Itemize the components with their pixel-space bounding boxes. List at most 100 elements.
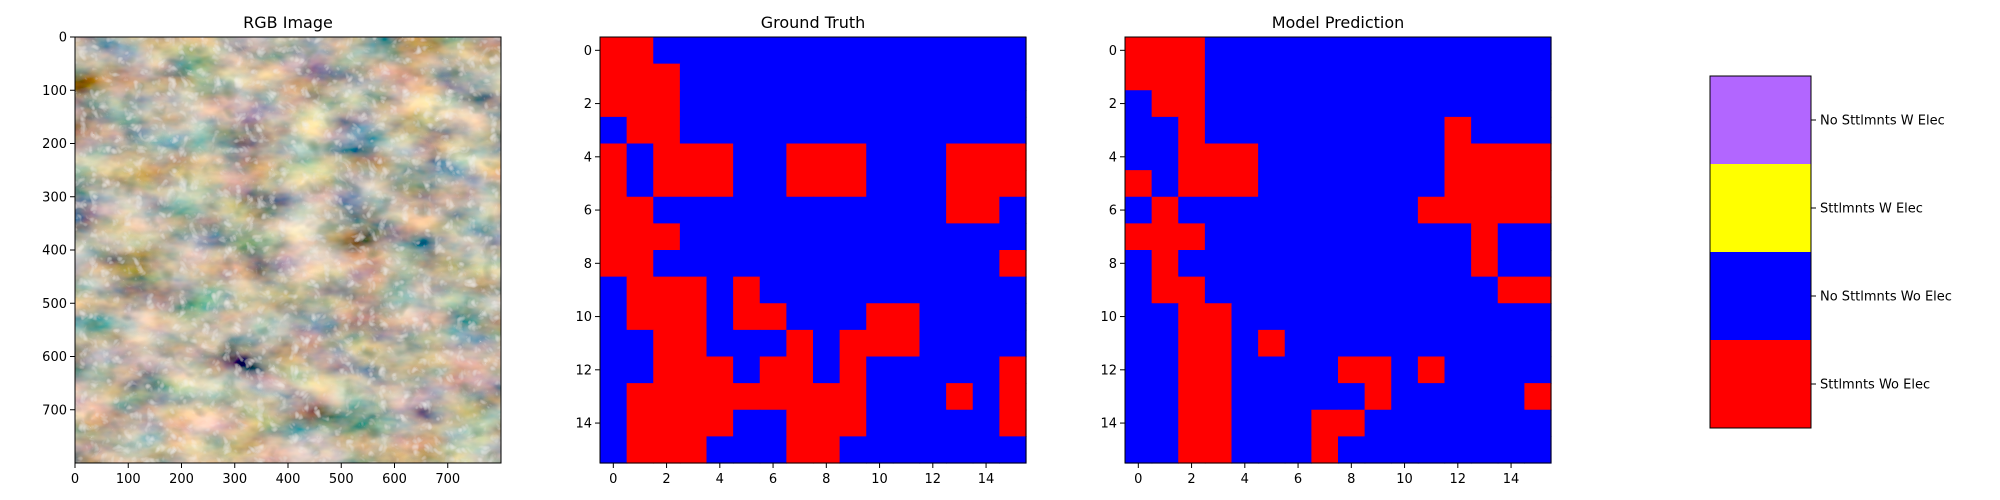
grid-cell <box>1204 90 1233 118</box>
grid-cell <box>1364 116 1392 145</box>
x-tick-label: 100 <box>116 472 141 487</box>
grid-cell <box>1417 383 1446 411</box>
grid-cell <box>706 383 734 411</box>
grid-cell <box>839 143 867 171</box>
y-tick-label: 14 <box>1100 417 1117 432</box>
grid-cell <box>1444 116 1472 145</box>
grid-cell <box>759 250 787 278</box>
grid-cell <box>679 63 708 91</box>
grid-cell <box>1311 250 1339 278</box>
grid-cell <box>1524 63 1552 91</box>
grid-cell <box>999 383 1027 411</box>
grid-cell <box>1338 409 1366 437</box>
grid-cell <box>813 223 841 251</box>
grid-cell <box>1231 303 1259 331</box>
grid-cell <box>1417 250 1446 278</box>
grid-cell <box>919 276 947 304</box>
grid-cell <box>1391 116 1419 145</box>
grid-cell <box>679 90 708 118</box>
grid-cell <box>839 303 867 331</box>
grid-cell <box>1524 436 1552 464</box>
legend-label: Sttlmnts Wo Elec <box>1820 378 1930 393</box>
grid-cell <box>1524 170 1552 198</box>
grid-cell <box>892 196 921 224</box>
grid-cell <box>839 436 867 464</box>
grid-cell <box>1391 223 1419 251</box>
grid-cell <box>1391 276 1419 304</box>
x-tick-label: 0 <box>1134 472 1142 487</box>
grid-cell <box>1364 90 1392 118</box>
grid-cell <box>1444 276 1472 304</box>
grid-cell <box>1231 116 1259 145</box>
legend-label: No Sttlmnts Wo Elec <box>1820 290 1952 305</box>
grid-cell <box>759 436 787 464</box>
grid-cell <box>946 116 974 145</box>
grid-cell <box>1284 37 1312 65</box>
grid-cell <box>919 409 947 437</box>
grid-cell <box>1338 303 1366 331</box>
y-tick-label: 10 <box>575 310 592 325</box>
grid-cell <box>626 116 654 145</box>
grid-cell <box>919 116 947 145</box>
grid-cell <box>839 250 867 278</box>
grid-cell <box>1471 223 1499 251</box>
x-tick-label: 10 <box>871 472 888 487</box>
grid-cell <box>706 436 734 464</box>
grid-cell <box>813 383 841 411</box>
grid-cell <box>1151 196 1179 224</box>
grid-cell <box>600 329 628 358</box>
grid-cell <box>866 356 894 384</box>
grid-cell <box>1258 436 1286 464</box>
grid-cell <box>839 409 867 437</box>
grid-cell <box>999 90 1027 118</box>
grid-cell <box>813 409 841 437</box>
grid-cell <box>892 250 921 278</box>
satellite-image <box>75 37 501 463</box>
grid-cell <box>839 90 867 118</box>
y-tick-label: 0 <box>59 31 67 46</box>
grid-cell <box>1524 90 1552 118</box>
grid-cell <box>1524 383 1552 411</box>
y-tick-label: 8 <box>584 257 592 272</box>
grid-cell <box>866 116 894 145</box>
grid-cell <box>1125 116 1153 145</box>
grid-cell <box>946 276 974 304</box>
grid-cell <box>1364 356 1392 384</box>
grid-cell <box>1417 170 1446 198</box>
grid-cell <box>759 383 787 411</box>
grid-cell <box>1178 223 1206 251</box>
grid-cell <box>866 90 894 118</box>
grid-cell <box>626 383 654 411</box>
grid-cell <box>1204 143 1233 171</box>
grid-cell <box>679 250 708 278</box>
grid-cell <box>1417 143 1446 171</box>
grid-cell <box>1284 116 1312 145</box>
grid-cell <box>679 276 708 304</box>
y-tick-label: 100 <box>42 84 67 99</box>
y-tick-label: 12 <box>1100 363 1117 378</box>
grid-cell <box>706 409 734 437</box>
grid-cell <box>1231 170 1259 198</box>
grid-cell <box>1204 383 1233 411</box>
grid-cell <box>1178 329 1206 358</box>
grid-cell <box>1524 329 1552 358</box>
grid-cell <box>919 303 947 331</box>
grid-cell <box>706 329 734 358</box>
grid-cell <box>1524 276 1552 304</box>
grid-cell <box>1178 196 1206 224</box>
grid-cell <box>1471 383 1499 411</box>
grid-cell <box>1125 196 1153 224</box>
grid-cell <box>1178 250 1206 278</box>
grid-cell <box>759 90 787 118</box>
grid-cell <box>866 276 894 304</box>
grid-cell <box>626 223 654 251</box>
grid-cell <box>733 276 761 304</box>
panel-title: Ground Truth <box>761 13 866 32</box>
grid-cell <box>600 383 628 411</box>
grid-cell <box>1444 250 1472 278</box>
grid-cell <box>813 250 841 278</box>
grid-cell <box>1258 276 1286 304</box>
grid-cell <box>1417 63 1446 91</box>
grid-cell <box>1497 436 1525 464</box>
grid-cell <box>1204 250 1233 278</box>
